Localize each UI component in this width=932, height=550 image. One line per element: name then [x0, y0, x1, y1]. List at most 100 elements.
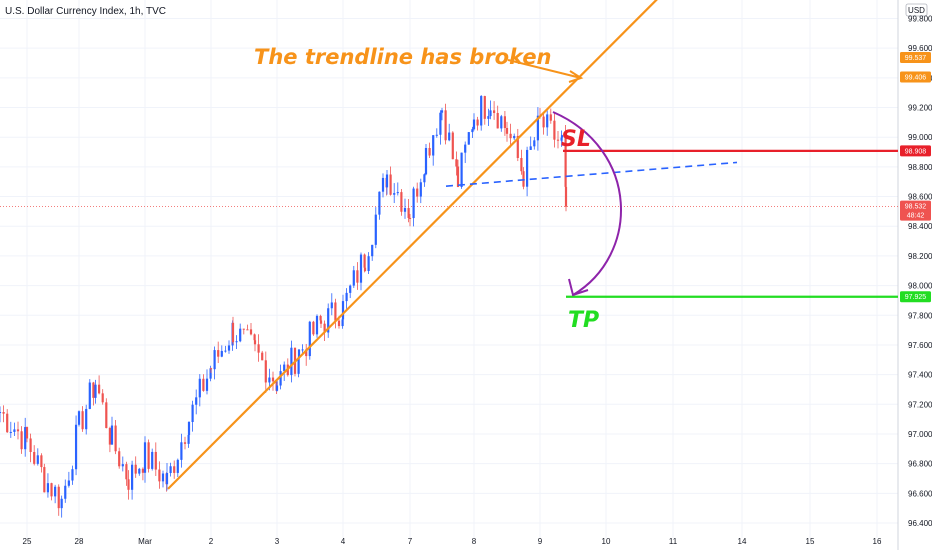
candle-body: [173, 466, 176, 473]
x-tick-label: 4: [341, 537, 346, 546]
candle-body: [337, 320, 341, 327]
candle-body: [424, 147, 428, 175]
candle-body: [416, 188, 419, 197]
price-tag-label: 98.908: [905, 148, 927, 155]
y-tick-label: 99.200: [908, 104, 932, 113]
candle-body: [349, 285, 352, 293]
candle-body: [509, 133, 512, 139]
candle-body: [187, 421, 191, 436]
candle-body: [464, 144, 467, 153]
candle-body: [363, 267, 367, 272]
candle-body: [432, 135, 435, 156]
candle-body: [487, 116, 490, 119]
candle-body: [385, 174, 389, 188]
candle-body: [378, 191, 381, 215]
y-tick-label: 96.800: [908, 460, 932, 469]
candle-body: [455, 159, 458, 167]
chart-title: U.S. Dollar Currency Index, 1h, TVC: [5, 6, 166, 17]
candle-body: [428, 147, 431, 156]
candle-body: [81, 411, 84, 430]
candle-body: [476, 119, 479, 126]
candle-body: [13, 429, 16, 432]
candle-body: [220, 350, 223, 357]
candle-body: [371, 244, 374, 257]
candle-body: [101, 393, 104, 403]
candle-body: [268, 377, 271, 383]
candle-body: [505, 127, 509, 134]
candle-body: [43, 467, 46, 493]
candle-body: [483, 96, 486, 119]
price-tags: 99.537 99.406 98.908 98.532 48:42 97.925: [900, 52, 931, 303]
x-tick-label: 15: [806, 537, 815, 546]
annotations: The trendline has broken SL TP: [254, 45, 599, 333]
y-tick-label: 98.200: [908, 252, 932, 261]
candle-body: [319, 315, 322, 321]
candle-body: [489, 110, 492, 117]
candle-body: [235, 341, 238, 343]
candle-body: [290, 347, 293, 376]
price-axis[interactable]: USD 99.80099.60099.40099.20099.00098.800…: [897, 0, 932, 550]
candle-body: [564, 135, 567, 187]
candle-body: [533, 140, 536, 147]
candle-body: [389, 174, 392, 195]
candle-body: [393, 193, 396, 195]
candle-body: [77, 411, 81, 425]
candle-body: [412, 188, 415, 219]
candle-body: [191, 404, 194, 422]
candle-body: [143, 442, 147, 473]
tp-label: TP: [568, 308, 599, 333]
candle-body: [85, 408, 88, 430]
candle-body: [71, 469, 74, 481]
candle-body: [74, 424, 78, 470]
drawings[interactable]: [167, 0, 898, 490]
candle-body: [283, 364, 286, 372]
currency-button[interactable]: [905, 3, 928, 17]
y-tick-label: 97.200: [908, 400, 932, 409]
candle-body: [242, 328, 245, 330]
candle-body: [6, 413, 9, 433]
candle-body: [352, 270, 355, 286]
price-tag: [900, 291, 931, 303]
candle-body: [381, 177, 385, 192]
candle-body: [0, 412, 2, 414]
candle-body: [36, 455, 39, 464]
candle-body: [239, 328, 242, 342]
candle-body: [327, 308, 330, 333]
price-tag: [900, 145, 931, 157]
candle-body: [549, 114, 552, 121]
candle-body: [503, 116, 506, 128]
x-tick-label: Mar: [138, 537, 152, 546]
curved-arrow: [552, 111, 622, 296]
y-tick-label: 96.400: [908, 519, 932, 528]
candle-body: [88, 382, 91, 409]
x-tick-label: 28: [75, 537, 84, 546]
candle-body: [40, 455, 43, 468]
candle-body: [471, 129, 474, 133]
candle-body: [50, 483, 53, 497]
currency-label: USD: [908, 6, 925, 15]
candle-body: [213, 350, 216, 370]
candle-body: [209, 368, 212, 379]
candle-body: [396, 192, 399, 194]
candle-body: [29, 438, 32, 453]
candle-body: [165, 473, 169, 485]
candle-body: [440, 110, 444, 113]
y-tick-label: 99.800: [908, 15, 932, 24]
candle-body: [374, 214, 377, 245]
candle-body: [224, 350, 227, 352]
candle-body: [108, 428, 111, 445]
candle-body: [16, 429, 20, 432]
candle-body: [98, 384, 101, 394]
candle-body: [408, 217, 412, 219]
candle-body: [9, 431, 12, 433]
candle-body: [198, 378, 201, 398]
candle-body: [154, 451, 157, 470]
trendline: [167, 0, 658, 490]
note-arrow: [507, 59, 584, 83]
candle-body: [451, 132, 454, 160]
candle-body: [564, 186, 568, 207]
candle-body: [359, 254, 363, 283]
y-tick-label: 99.600: [908, 44, 932, 53]
candle-body: [125, 464, 128, 480]
